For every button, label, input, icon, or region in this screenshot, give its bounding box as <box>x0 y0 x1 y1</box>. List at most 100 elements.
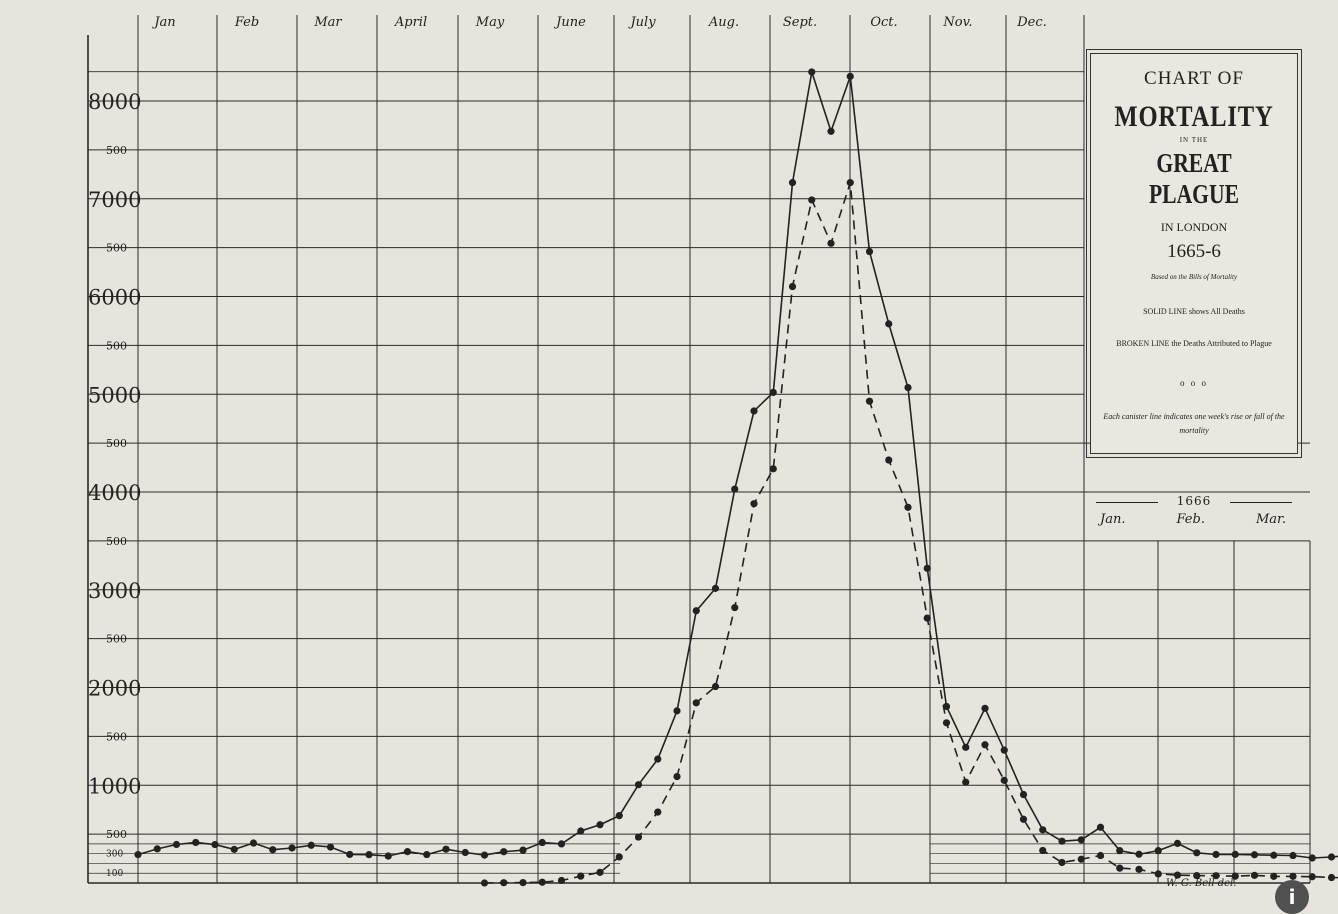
all_deaths-point <box>924 565 931 572</box>
all_deaths-point <box>327 843 334 850</box>
y-axis-labels: 8000500700050060005005000500400050030005… <box>88 90 141 879</box>
all_deaths-point <box>1116 847 1123 854</box>
all_deaths-point <box>1135 851 1142 858</box>
title-line-in-london: IN LONDON <box>1091 220 1297 235</box>
all_deaths-point <box>885 320 892 327</box>
plague_deaths-point <box>962 779 969 786</box>
plague_deaths-point <box>789 283 796 290</box>
all_deaths-point <box>1039 826 1046 833</box>
all_deaths-point <box>192 839 199 846</box>
month-1666-feb: Feb. <box>1177 512 1205 527</box>
all_deaths-point <box>981 705 988 712</box>
info-icon[interactable]: i <box>1275 880 1309 914</box>
all_deaths-point <box>1270 852 1277 859</box>
legend-separator: o o o <box>1091 378 1297 388</box>
plague_deaths-point <box>981 741 988 748</box>
all_deaths-point <box>616 812 623 819</box>
y-tick-label: 1000 <box>88 774 141 798</box>
year-1666-header: 1666 Jan. Feb. Mar. <box>1096 494 1292 527</box>
plague_deaths-point <box>577 873 584 880</box>
all_deaths-point <box>558 840 565 847</box>
y-tick-label: 500 <box>106 730 127 743</box>
plague_deaths-point <box>616 853 623 860</box>
plague_deaths-point <box>924 614 931 621</box>
all_deaths-point <box>1212 851 1219 858</box>
all_deaths-point <box>808 68 815 75</box>
plague_deaths-point <box>1135 866 1142 873</box>
plague_deaths-point <box>904 504 911 511</box>
all_deaths-point <box>596 821 603 828</box>
all_deaths-point <box>442 846 449 853</box>
all_deaths-point <box>539 839 546 846</box>
all_deaths-point <box>1001 747 1008 754</box>
y-tick-label: 4000 <box>88 481 141 505</box>
all_deaths-point <box>673 707 680 714</box>
month-label: Dec. <box>1016 15 1047 30</box>
artist-signature: W. G. Bell del. <box>1166 878 1236 889</box>
y-tick-label: 500 <box>106 828 127 841</box>
plague_deaths-point <box>1078 856 1085 863</box>
title-line-in-the: IN THE <box>1091 136 1297 144</box>
all_deaths-point <box>847 73 854 80</box>
plague_deaths-point <box>673 773 680 780</box>
all_deaths-point <box>1289 852 1296 859</box>
plague_deaths-point <box>1251 872 1258 879</box>
y-tick-label: 5000 <box>88 383 141 407</box>
plague_deaths-point <box>558 877 565 884</box>
title-line-mortality: MORTALITY <box>1110 100 1279 134</box>
source-note: Based on the Bills of Mortality <box>1091 273 1297 281</box>
title-line-years: 1665-6 <box>1091 241 1297 263</box>
all_deaths-point <box>1309 854 1316 861</box>
all_deaths-point <box>1174 840 1181 847</box>
all_deaths-point <box>866 248 873 255</box>
all_deaths-point <box>269 846 276 853</box>
legend-broken-line: BROKEN LINE the Deaths Attributed to Pla… <box>1091 336 1297 352</box>
all_deaths-point <box>288 844 295 851</box>
plague_deaths-point <box>1116 865 1123 872</box>
all_deaths-point <box>577 827 584 834</box>
all_deaths-point <box>1251 851 1258 858</box>
all_deaths-point <box>1020 791 1027 798</box>
month-1666-mar: Mar. <box>1256 512 1286 527</box>
all_deaths-point <box>462 849 469 856</box>
month-label: Nov. <box>942 15 972 30</box>
plague_deaths-point <box>1001 777 1008 784</box>
all_deaths-point <box>519 847 526 854</box>
plague_deaths-point <box>1289 873 1296 880</box>
month-label: April <box>394 15 427 30</box>
all_deaths-point <box>1193 849 1200 856</box>
plague_deaths-point <box>1097 852 1104 859</box>
month-label: Aug. <box>708 15 739 30</box>
plague_deaths-point <box>712 683 719 690</box>
all_deaths-point <box>731 485 738 492</box>
plague_deaths-point <box>731 604 738 611</box>
plague_deaths-point <box>500 879 507 886</box>
y-tick-label: 500 <box>106 535 127 548</box>
all_deaths-point <box>308 842 315 849</box>
all_deaths-point <box>1328 853 1335 860</box>
plague_deaths-point <box>1058 859 1065 866</box>
all_deaths-point <box>423 851 430 858</box>
all_deaths-point <box>1097 824 1104 831</box>
plague_deaths-point <box>693 699 700 706</box>
all_deaths-point <box>750 407 757 414</box>
plague_deaths-point <box>827 240 834 247</box>
y-tick-label: 3000 <box>88 579 141 603</box>
month-label: Mar <box>313 15 342 30</box>
year-rule-left <box>1096 502 1158 503</box>
year-rule-right <box>1230 502 1292 503</box>
all_deaths-point <box>211 841 218 848</box>
all_deaths-point <box>654 755 661 762</box>
all_deaths-point <box>500 848 507 855</box>
y-tick-label: 300 <box>106 850 123 860</box>
year-1666-label: 1666 <box>1096 494 1292 508</box>
plague_deaths-point <box>1155 870 1162 877</box>
plague_deaths-point <box>750 500 757 507</box>
all_deaths-point <box>154 845 161 852</box>
all_deaths-point <box>962 744 969 751</box>
plague_deaths-point <box>808 196 815 203</box>
chart-title-box: CHART OF MORTALITY IN THE GREAT PLAGUE I… <box>1090 53 1298 454</box>
y-tick-label: 6000 <box>88 286 141 310</box>
all_deaths-point <box>789 179 796 186</box>
